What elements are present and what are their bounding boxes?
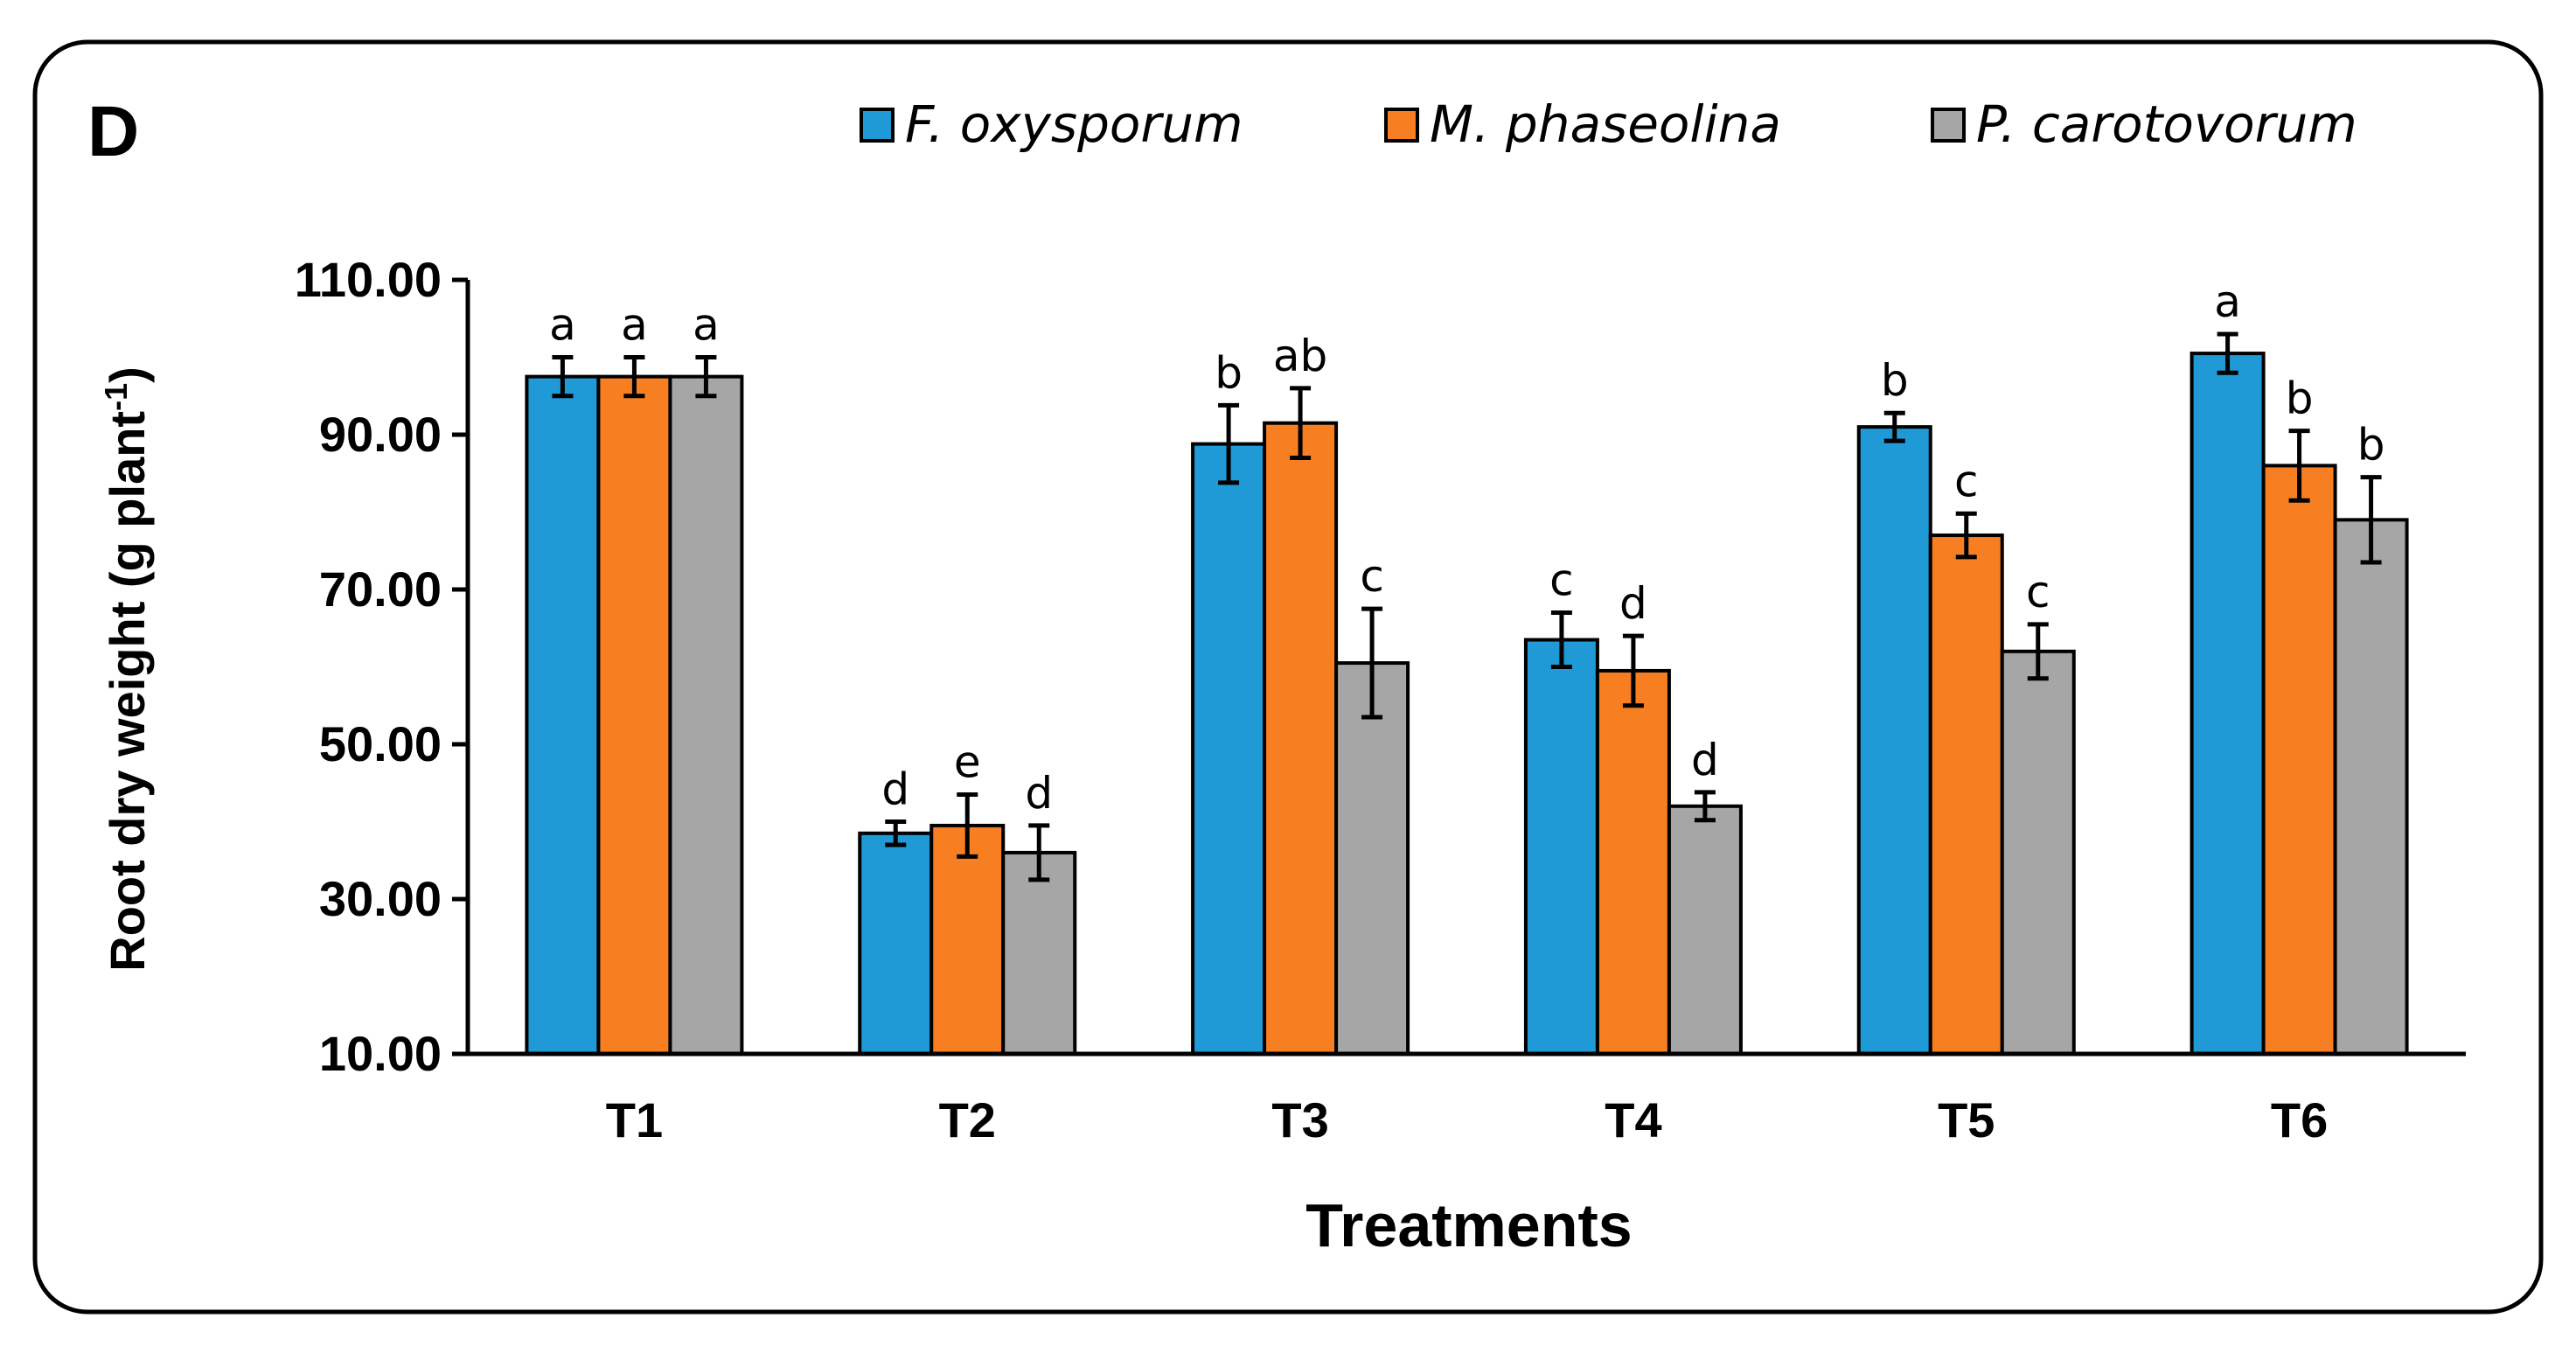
significance-label: b (2357, 420, 2385, 471)
y-tick-label: 110.00 (295, 252, 442, 307)
bar (2190, 352, 2266, 1056)
legend: F. oxysporum M. phaseolina P. carotovorum (860, 94, 2357, 154)
bar (1667, 804, 1743, 1056)
bar (1856, 425, 1932, 1056)
bar (2333, 518, 2409, 1056)
significance-label: a (693, 300, 720, 351)
legend-label: P. carotovorum (1976, 94, 2357, 154)
significance-label: c (1954, 456, 1979, 506)
y-tick-label: 90.00 (319, 407, 442, 462)
significance-label: c (1549, 555, 1574, 606)
bar (1263, 421, 1339, 1057)
significance-label: d (1691, 735, 1719, 785)
bar (2261, 464, 2337, 1056)
legend-swatch (1931, 108, 1966, 143)
bar (1928, 534, 2004, 1056)
y-axis-title: Root dry weight (g plant-1) (98, 366, 156, 972)
legend-swatch (1384, 108, 1419, 143)
legend-label: M. phaseolina (1430, 94, 1781, 154)
significance-label: d (1619, 578, 1647, 629)
y-tick-label: 10.00 (319, 1026, 442, 1081)
significance-label: e (954, 737, 981, 788)
significance-label: d (1025, 768, 1053, 819)
y-tick-label: 50.00 (319, 716, 442, 771)
significance-label: ab (1273, 331, 1327, 381)
significance-label: d (881, 764, 909, 815)
y-axis-title-superscript: -1 (98, 383, 134, 411)
significance-label: b (1215, 347, 1243, 398)
legend-swatch (860, 108, 895, 143)
x-axis-title: Treatments (1305, 1191, 1632, 1259)
bar (1334, 661, 1410, 1056)
bar (525, 374, 601, 1056)
y-tick-label: 70.00 (319, 561, 442, 617)
x-tick-label: T4 (1605, 1092, 1661, 1147)
significance-label: c (2026, 567, 2050, 617)
legend-label: F. oxysporum (905, 94, 1243, 154)
x-tick-label: T6 (2271, 1092, 2328, 1147)
significance-label: a (2214, 276, 2241, 327)
bar (668, 374, 744, 1056)
bar (1595, 668, 1671, 1056)
bar (1001, 850, 1077, 1057)
significance-label: a (621, 300, 648, 351)
y-axis-title-main: Root dry weight (g plant (100, 411, 155, 972)
bar (1191, 442, 1267, 1056)
y-axis-title-suffix: ) (100, 366, 155, 383)
x-tick-label: T2 (939, 1092, 996, 1147)
bar (858, 831, 934, 1057)
x-tick-label: T3 (1271, 1092, 1328, 1147)
bar (596, 374, 672, 1056)
y-tick-label: 30.00 (319, 871, 442, 926)
bar (2000, 649, 2076, 1056)
panel-label: D (87, 92, 139, 171)
significance-label: c (1360, 551, 1384, 602)
bar (929, 823, 1006, 1056)
x-tick-label: T5 (1938, 1092, 1995, 1147)
axes: 10.00 30.00 50.00 70.00 90.00 110.00 T1 T2 T3 T4 T… (295, 252, 2466, 1147)
significance-label: a (549, 300, 576, 351)
significance-label: b (2286, 373, 2314, 424)
bar (1523, 638, 1599, 1057)
x-tick-label: T1 (606, 1092, 663, 1147)
significance-label: b (1881, 355, 1909, 406)
